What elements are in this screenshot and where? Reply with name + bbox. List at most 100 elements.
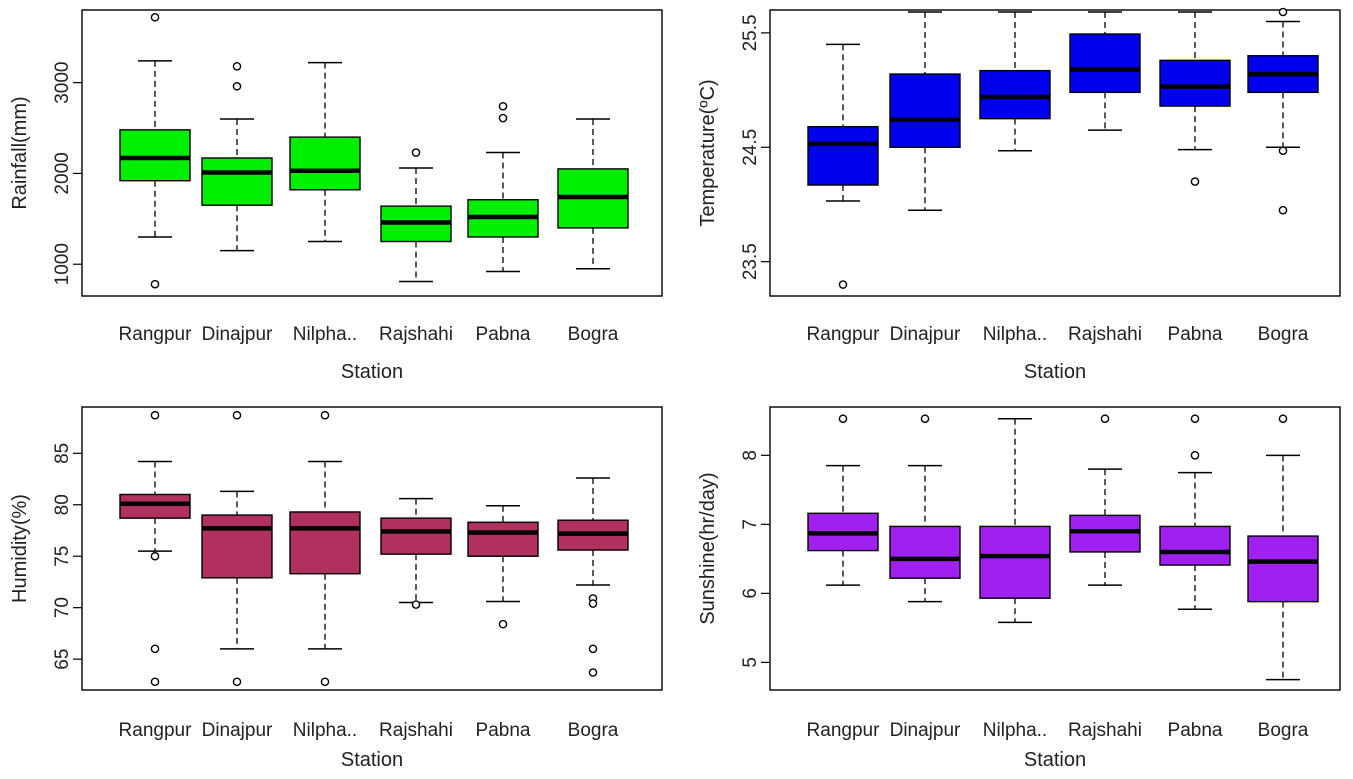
humidity-outlier-point xyxy=(588,668,598,677)
humidity-outlier-point xyxy=(232,410,242,420)
rainfall-plot-frame xyxy=(81,9,663,297)
sunshine-box-5 xyxy=(1247,414,1319,681)
sunshine-category-label: Pabna xyxy=(1168,720,1223,741)
humidity-iqr-box xyxy=(119,493,191,519)
temperature-box-5 xyxy=(1247,7,1319,215)
sunshine-box-2 xyxy=(979,417,1051,624)
rainfall-iqr-box xyxy=(289,136,361,191)
rainfall-outlier-point xyxy=(150,12,160,22)
temperature-category-label: Rangpur xyxy=(807,324,881,345)
temperature-x-axis-label: Station xyxy=(1024,361,1086,383)
humidity-box-4 xyxy=(467,505,539,629)
rainfall-iqr-box xyxy=(201,157,273,206)
rainfall-outlier-point xyxy=(498,101,508,111)
sunshine-ytick-label: 5 xyxy=(740,657,761,668)
humidity-ytick-label: 75 xyxy=(52,546,73,567)
humidity-box-2 xyxy=(289,410,361,687)
humidity-outlier-point xyxy=(411,600,421,609)
temperature-outlier-point xyxy=(1278,205,1288,215)
rainfall-category-label: Dinajpur xyxy=(202,324,273,345)
temperature-category-label: Nilpha.. xyxy=(983,324,1047,345)
rainfall-outlier-point xyxy=(411,148,421,157)
sunshine-outlier-point xyxy=(1278,414,1288,424)
temperature-box-1 xyxy=(889,11,961,211)
rainfall-outlier-point xyxy=(232,61,242,71)
sunshine-box-3 xyxy=(1069,414,1141,586)
humidity-box-5 xyxy=(557,477,629,677)
sunshine-iqr-box xyxy=(1159,525,1231,566)
rainfall-outlier-point xyxy=(498,113,508,123)
rainfall-category-label: Bogra xyxy=(568,324,619,345)
humidity-iqr-box xyxy=(201,514,273,579)
sunshine-y-axis-label: Sunshine(hr/day) xyxy=(697,472,719,624)
humidity-iqr-box xyxy=(467,521,539,557)
humidity-outlier-point xyxy=(588,644,598,654)
humidity-outlier-point xyxy=(320,410,330,420)
humidity-outlier-point xyxy=(150,410,160,420)
humidity-category-label: Dinajpur xyxy=(202,720,273,741)
humidity-outlier-point xyxy=(498,619,508,629)
sunshine-box-4 xyxy=(1159,414,1231,610)
rainfall-y-axis-label: Rainfall(mm) xyxy=(9,96,31,209)
sunshine-iqr-box xyxy=(979,525,1051,599)
sunshine-x-axis-label: Station xyxy=(1024,749,1086,771)
temperature-box-3 xyxy=(1069,11,1141,131)
temperature-y-axis-label: Temperature(ºC) xyxy=(697,79,719,226)
sunshine-ytick-label: 7 xyxy=(740,519,761,530)
sunshine-iqr-box xyxy=(889,525,961,579)
rainfall-category-label: Rajshahi xyxy=(379,324,453,345)
sunshine-category-label: Dinajpur xyxy=(890,720,961,741)
rainfall-iqr-box xyxy=(119,129,191,182)
sunshine-category-label: Rangpur xyxy=(807,720,881,741)
sunshine-outlier-point xyxy=(1190,451,1200,460)
humidity-category-label: Rangpur xyxy=(119,720,193,741)
humidity-outlier-point xyxy=(320,677,330,687)
rainfall-box-1 xyxy=(201,61,273,252)
temperature-iqr-box xyxy=(889,73,961,148)
humidity-outlier-point xyxy=(232,677,242,687)
rainfall-panel: 1000 2000 3000 Rainfall(mm) Rangpur Dinajpur N… xyxy=(9,9,663,383)
sunshine-box-0 xyxy=(807,414,879,586)
temperature-plot-frame xyxy=(769,9,1341,297)
temperature-outlier-point xyxy=(1278,7,1288,17)
rainfall-category-label: Pabna xyxy=(476,324,531,345)
sunshine-box-1 xyxy=(889,414,961,603)
rainfall-ytick-label: 1000 xyxy=(52,243,73,285)
rainfall-box-2 xyxy=(289,61,361,243)
temperature-panel: 23.5 24.5 25.5 Temperature(ºC) Rangpur Dinajp… xyxy=(697,7,1341,383)
temperature-box-2 xyxy=(979,11,1051,152)
sunshine-ytick-label: 6 xyxy=(740,588,761,599)
humidity-ytick-label: 85 xyxy=(52,443,73,464)
temperature-category-label: Dinajpur xyxy=(890,324,961,345)
sunshine-outlier-point xyxy=(838,414,848,424)
temperature-iqr-box xyxy=(1159,59,1231,107)
humidity-category-label: Bogra xyxy=(568,720,619,741)
temperature-iqr-box xyxy=(807,125,879,186)
humidity-category-label: Nilpha.. xyxy=(293,720,357,741)
humidity-box-1 xyxy=(201,410,273,687)
rainfall-box-3 xyxy=(380,148,452,283)
temperature-category-label: Pabna xyxy=(1168,324,1223,345)
humidity-x-axis-label: Station xyxy=(341,749,403,771)
humidity-panel: 65 70 75 80 85 Humidity(%) Rangpur Dinajpur Nilp… xyxy=(9,406,663,771)
temperature-box-0 xyxy=(807,43,879,289)
rainfall-box-0 xyxy=(119,12,191,289)
temperature-ytick-label: 23.5 xyxy=(740,243,761,280)
sunshine-category-label: Rajshahi xyxy=(1068,720,1142,741)
temperature-ytick-label: 24.5 xyxy=(740,129,761,166)
humidity-ytick-label: 70 xyxy=(52,597,73,618)
temperature-outlier-point xyxy=(1278,146,1288,156)
humidity-plot-frame xyxy=(81,406,663,691)
temperature-iqr-box xyxy=(1069,33,1141,94)
humidity-iqr-box xyxy=(289,511,361,575)
humidity-box-0 xyxy=(119,410,191,687)
sunshine-iqr-box xyxy=(1069,514,1141,553)
sunshine-outlier-point xyxy=(1190,414,1200,424)
sunshine-iqr-box xyxy=(1247,535,1319,603)
temperature-ytick-label: 25.5 xyxy=(740,14,761,51)
sunshine-outlier-point xyxy=(1100,414,1110,424)
rainfall-category-label: Rangpur xyxy=(119,324,193,345)
sunshine-ytick-label: 8 xyxy=(740,450,761,461)
humidity-ytick-label: 65 xyxy=(52,649,73,670)
